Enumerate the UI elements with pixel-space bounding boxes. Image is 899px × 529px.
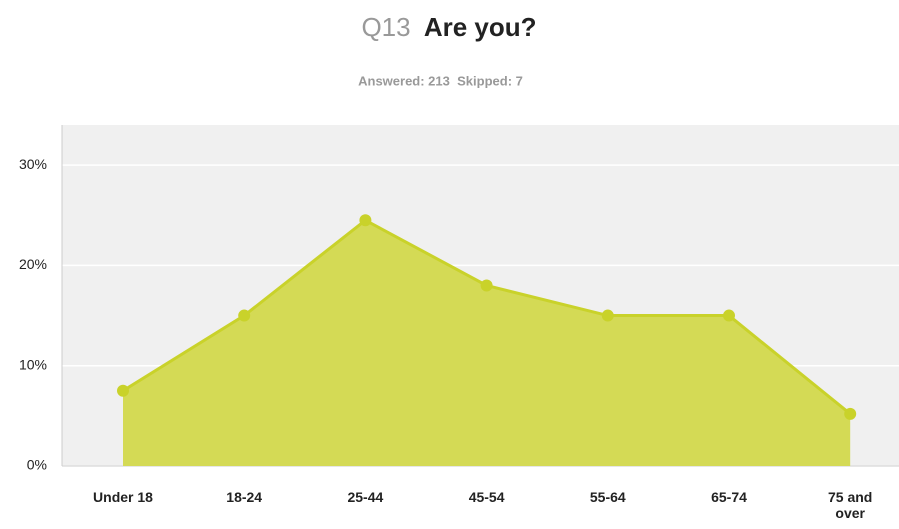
x-tick-label: 25-44 [347, 489, 384, 505]
x-tick-label: 45-54 [468, 489, 505, 505]
point [359, 214, 372, 227]
point [238, 309, 251, 322]
chart-title: Q13 Are you? [361, 12, 536, 42]
area [123, 220, 851, 466]
x-tick-label: 65-74 [711, 489, 747, 505]
skipped: Skipped: 7 [457, 73, 523, 88]
title-text: Are you? [424, 12, 537, 42]
point [844, 407, 857, 420]
point [723, 309, 735, 322]
question-number: Q13 [361, 12, 410, 42]
y-tick-label: 20% [19, 256, 47, 272]
x-tick-label: 55-64 [589, 489, 626, 505]
point [480, 279, 493, 292]
y-tick-label: 30% [19, 156, 47, 172]
y-tick-label: 0% [27, 457, 47, 473]
point [117, 384, 129, 397]
point [601, 309, 614, 322]
y-tick-label: 10% [19, 356, 47, 372]
x-tick-label: Under 18 [93, 489, 153, 505]
answered: Answered: 213 [358, 73, 450, 88]
x-tick-label: 18-24 [226, 489, 263, 505]
x-tick-label: 75 and over [828, 489, 873, 521]
